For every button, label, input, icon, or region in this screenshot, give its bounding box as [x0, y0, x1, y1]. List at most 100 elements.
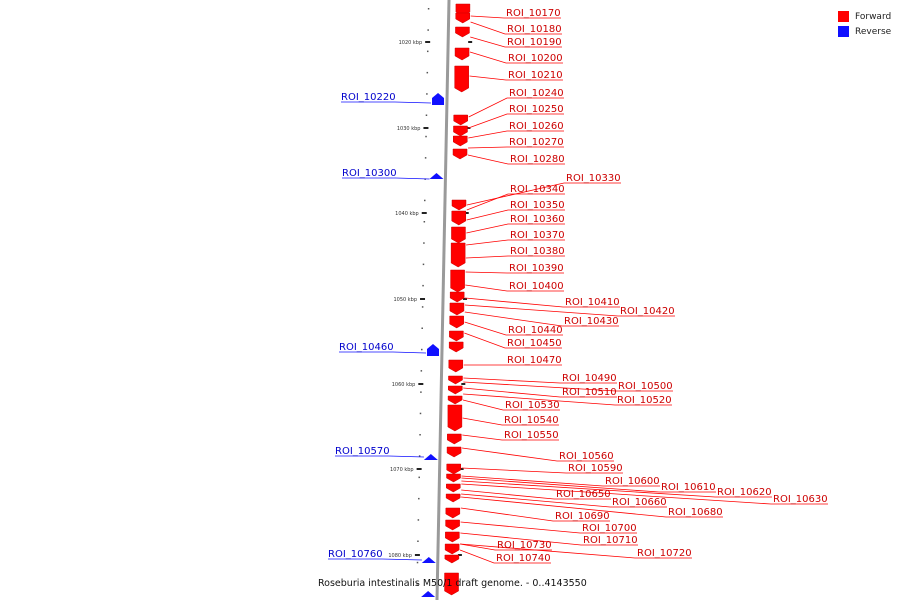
- forward-label[interactable]: ROI_10560: [559, 451, 614, 462]
- major-tick-right: [461, 383, 466, 385]
- forward-gene[interactable]: [449, 315, 464, 329]
- forward-gene[interactable]: [448, 341, 464, 353]
- forward-label[interactable]: ROI_10740: [496, 553, 551, 564]
- forward-gene[interactable]: [450, 242, 466, 268]
- forward-label[interactable]: ROI_10330: [566, 173, 621, 184]
- reverse-gene[interactable]: [429, 173, 444, 179]
- reverse-label[interactable]: ROI_10220: [341, 92, 396, 103]
- forward-gene[interactable]: [453, 114, 468, 126]
- forward-label[interactable]: ROI_10680: [668, 507, 723, 518]
- forward-label[interactable]: ROI_10340: [510, 184, 565, 195]
- forward-gene[interactable]: [452, 148, 468, 160]
- forward-label[interactable]: ROI_10430: [564, 316, 619, 327]
- forward-label[interactable]: ROI_10280: [510, 154, 565, 165]
- reverse-gene[interactable]: [421, 557, 436, 563]
- forward-label[interactable]: ROI_10660: [612, 497, 667, 508]
- reverse-label[interactable]: ROI_10760: [328, 549, 383, 560]
- forward-label[interactable]: ROI_10190: [507, 37, 562, 48]
- leader-line: [463, 381, 673, 392]
- forward-label[interactable]: ROI_10530: [505, 400, 560, 411]
- forward-gene[interactable]: [445, 519, 460, 531]
- forward-gene[interactable]: [444, 543, 460, 555]
- forward-gene[interactable]: [444, 554, 460, 564]
- reverse-gene[interactable]: [421, 591, 436, 597]
- forward-label[interactable]: ROI_10210: [508, 70, 563, 81]
- legend: Forward Reverse: [838, 9, 891, 39]
- forward-gene[interactable]: [453, 125, 468, 137]
- forward-label[interactable]: ROI_10520: [617, 395, 672, 406]
- forward-gene[interactable]: [455, 26, 470, 38]
- forward-label[interactable]: ROI_10720: [637, 548, 692, 559]
- forward-gene[interactable]: [451, 226, 466, 244]
- forward-label[interactable]: ROI_10390: [509, 263, 564, 274]
- forward-gene[interactable]: [446, 483, 461, 493]
- forward-gene[interactable]: [444, 572, 459, 596]
- forward-gene[interactable]: [448, 375, 463, 385]
- forward-gene[interactable]: [449, 291, 465, 303]
- forward-gene[interactable]: [447, 404, 463, 432]
- forward-gene[interactable]: [455, 12, 470, 24]
- forward-label[interactable]: ROI_10270: [509, 137, 564, 148]
- forward-label[interactable]: ROI_10240: [509, 88, 564, 99]
- forward-label[interactable]: ROI_10400: [509, 281, 564, 292]
- forward-label[interactable]: ROI_10350: [510, 200, 565, 211]
- forward-gene[interactable]: [449, 302, 465, 316]
- forward-label[interactable]: ROI_10450: [507, 338, 562, 349]
- forward-label[interactable]: ROI_10380: [510, 246, 565, 257]
- forward-gene[interactable]: [445, 493, 461, 503]
- reverse-gene[interactable]: [432, 93, 445, 105]
- forward-gene[interactable]: [454, 65, 469, 93]
- forward-gene[interactable]: [446, 446, 462, 458]
- forward-label[interactable]: ROI_10650: [556, 489, 611, 500]
- reverse-gene[interactable]: [427, 344, 439, 356]
- forward-label[interactable]: ROI_10360: [510, 214, 565, 225]
- forward-gene[interactable]: [450, 269, 465, 293]
- forward-label[interactable]: ROI_10690: [555, 511, 610, 522]
- forward-label[interactable]: ROI_10730: [497, 540, 552, 551]
- forward-label[interactable]: ROI_10600: [605, 476, 660, 487]
- forward-label[interactable]: ROI_10590: [568, 463, 623, 474]
- forward-label[interactable]: ROI_10180: [507, 24, 562, 35]
- forward-label[interactable]: ROI_10620: [717, 487, 772, 498]
- forward-label[interactable]: ROI_10490: [562, 373, 617, 384]
- reverse-label[interactable]: ROI_10570: [335, 446, 390, 457]
- forward-gene[interactable]: [447, 433, 462, 445]
- forward-label[interactable]: ROI_10500: [618, 381, 673, 392]
- forward-label[interactable]: ROI_10260: [509, 121, 564, 132]
- forward-gene[interactable]: [445, 531, 460, 543]
- minor-tick: [420, 370, 423, 372]
- forward-label[interactable]: ROI_10630: [773, 494, 828, 505]
- forward-label[interactable]: ROI_10700: [582, 523, 637, 534]
- reverse-label[interactable]: ROI_10460: [339, 342, 394, 353]
- minor-tick: [417, 519, 420, 521]
- reverse-gene[interactable]: [423, 454, 438, 460]
- forward-label[interactable]: ROI_10410: [565, 297, 620, 308]
- map-caption: Roseburia intestinalis M50/1 draft genom…: [318, 578, 587, 589]
- forward-gene[interactable]: [449, 330, 464, 342]
- forward-label[interactable]: ROI_10710: [583, 535, 638, 546]
- forward-label[interactable]: ROI_10250: [509, 104, 564, 115]
- major-tick: [420, 298, 426, 300]
- forward-label[interactable]: ROI_10440: [508, 325, 563, 336]
- forward-gene[interactable]: [445, 507, 461, 519]
- forward-label[interactable]: ROI_10170: [506, 8, 561, 19]
- forward-gene[interactable]: [451, 210, 467, 226]
- forward-gene[interactable]: [453, 135, 468, 147]
- reverse-label[interactable]: ROI_10300: [342, 168, 397, 179]
- forward-label[interactable]: ROI_10370: [510, 230, 565, 241]
- forward-label[interactable]: ROI_10540: [504, 415, 559, 426]
- forward-gene[interactable]: [446, 463, 461, 475]
- forward-label[interactable]: ROI_10610: [661, 482, 716, 493]
- forward-gene[interactable]: [447, 395, 463, 405]
- forward-gene[interactable]: [448, 385, 463, 395]
- forward-gene[interactable]: [454, 47, 470, 61]
- forward-label[interactable]: ROI_10420: [620, 306, 675, 317]
- forward-label[interactable]: ROI_10510: [562, 387, 617, 398]
- forward-label[interactable]: ROI_10470: [507, 355, 562, 366]
- forward-label[interactable]: ROI_10200: [508, 53, 563, 64]
- forward-gene[interactable]: [448, 359, 464, 373]
- forward-gene[interactable]: [446, 473, 461, 483]
- forward-label[interactable]: ROI_10550: [504, 430, 559, 441]
- leader-line: [466, 239, 565, 246]
- forward-gene[interactable]: [451, 199, 467, 211]
